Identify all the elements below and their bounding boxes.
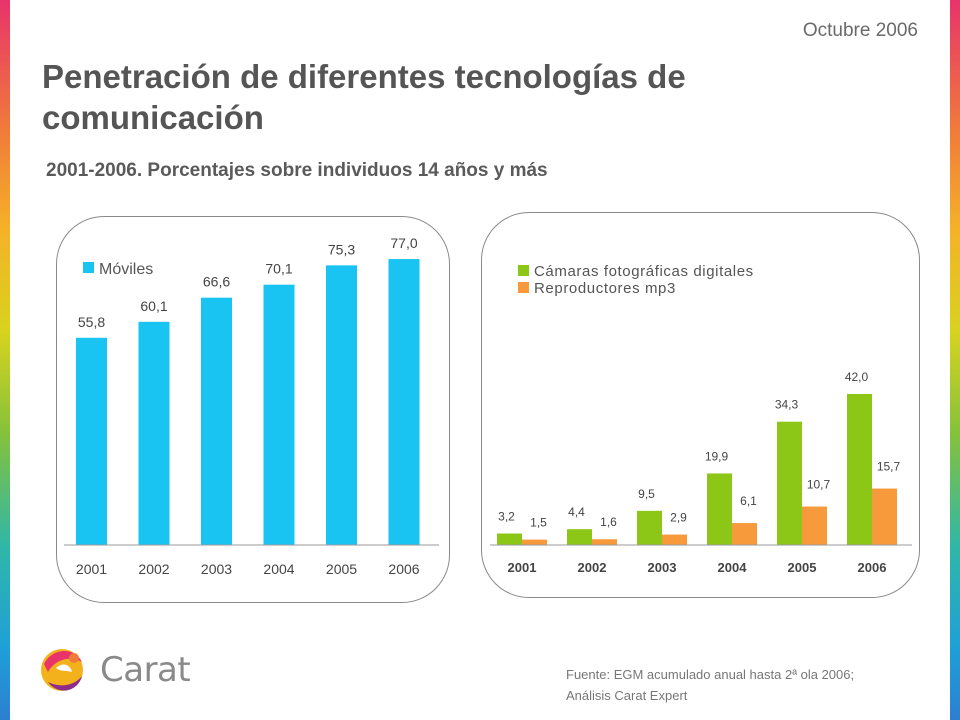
bar-camaras-2005 [777, 421, 802, 545]
data-label-camaras-2005: 34,3 [775, 398, 799, 412]
bar-moviles-2003 [201, 297, 232, 545]
data-label-moviles-2005: 75,3 [328, 241, 355, 257]
x-tick-label-2005: 2005 [326, 561, 357, 577]
data-label-mp3-2003: 2,9 [670, 511, 687, 525]
bar-camaras-2006 [847, 394, 872, 545]
source-note: Fuente: EGM acumulado anual hasta 2ª ola… [566, 664, 854, 706]
x-tick-label-2006: 2006 [858, 560, 887, 575]
data-label-camaras-2001: 3,2 [498, 509, 515, 523]
data-label-mp3-2002: 1,6 [600, 515, 617, 529]
x-tick-label-2003: 2003 [648, 560, 677, 575]
data-label-mp3-2005: 10,7 [807, 478, 831, 492]
bar-mp3-2001 [522, 539, 547, 545]
bar-camaras-2001 [497, 533, 522, 545]
x-tick-label-2002: 2002 [578, 560, 607, 575]
bar-mp3-2002 [592, 539, 617, 545]
bar-moviles-2004 [263, 284, 295, 545]
data-label-camaras-2004: 19,9 [705, 449, 729, 463]
chart-panel-camaras-mp3 [481, 212, 920, 598]
chart-moviles: Móviles 55,8 2001 60,1 2002 66,6 2003 70,1 2004 7… [64, 235, 439, 577]
source-line-1: Fuente: EGM acumulado anual hasta 2ª ola… [566, 667, 855, 682]
x-tick-label-2005: 2005 [788, 560, 817, 575]
data-label-moviles-2003: 66,6 [203, 274, 230, 290]
bar-camaras-2002 [567, 529, 592, 545]
data-label-mp3-2001: 1,5 [530, 516, 547, 530]
bar-mp3-2004 [732, 523, 757, 545]
logo-wordmark: Carat [100, 650, 191, 690]
bar-mp3-2006 [872, 488, 897, 545]
carat-logo-icon [41, 649, 83, 691]
data-label-camaras-2002: 4,4 [568, 505, 585, 519]
x-tick-label-2002: 2002 [138, 561, 169, 577]
data-label-mp3-2004: 6,1 [740, 494, 757, 508]
bar-mp3-2005 [802, 506, 827, 545]
legend-label-moviles: Móviles [99, 261, 153, 278]
x-tick-label-2004: 2004 [263, 561, 294, 577]
data-label-moviles-2006: 77,0 [390, 235, 417, 251]
x-tick-label-2001: 2001 [76, 561, 107, 577]
right-color-stripe [950, 0, 960, 720]
page-title: Penetración de diferentes tecnologías de… [42, 58, 686, 136]
report-date: Octubre 2006 [802, 20, 918, 41]
legend-swatch-moviles [83, 262, 94, 273]
data-label-mp3-2006: 15,7 [877, 460, 901, 474]
x-tick-label-2001: 2001 [508, 560, 537, 575]
legend-swatch-mp3 [518, 282, 529, 293]
legend-label-camaras: Cámaras fotográficas digitales [534, 263, 754, 280]
x-tick-label-2003: 2003 [201, 561, 232, 577]
left-color-stripe [0, 0, 10, 720]
bar-camaras-2004 [707, 473, 732, 545]
bar-moviles-2002 [138, 321, 170, 545]
bar-moviles-2001 [76, 337, 107, 545]
x-tick-label-2006: 2006 [388, 561, 419, 577]
data-label-camaras-2003: 9,5 [638, 487, 655, 501]
legend-swatch-camaras [518, 265, 529, 276]
data-label-moviles-2002: 60,1 [140, 298, 167, 314]
chart-panel-moviles [56, 216, 450, 603]
legend-label-mp3: Reproductores mp3 [534, 280, 676, 297]
page-subtitle: 2001-2006. Porcentajes sobre individuos … [46, 160, 548, 181]
bar-moviles-2005 [326, 265, 357, 545]
bar-moviles-2006 [388, 259, 420, 545]
x-tick-label-2004: 2004 [718, 560, 748, 575]
source-line-2: Análisis Carat Expert [566, 688, 688, 703]
bar-camaras-2003 [637, 510, 662, 545]
data-label-moviles-2004: 70,1 [265, 261, 292, 277]
data-label-moviles-2001: 55,8 [78, 314, 105, 330]
bar-mp3-2003 [662, 534, 687, 545]
chart-camaras-mp3: Cámaras fotográficas digitalesReproducto… [490, 263, 912, 575]
data-label-camaras-2006: 42,0 [845, 370, 869, 384]
